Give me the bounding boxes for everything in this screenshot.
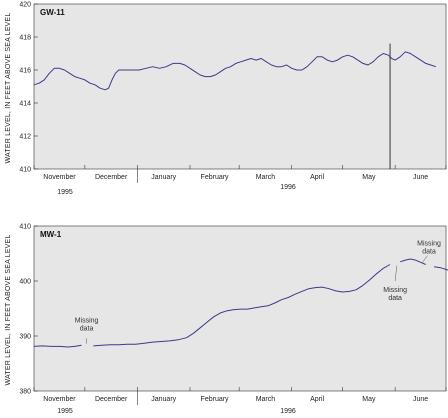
annotation-line: Missing xyxy=(417,240,441,247)
missing-data-annotation: Missing data xyxy=(383,287,407,302)
y-axis-gw11: 410 412 414 416 418 420 xyxy=(19,2,38,174)
year-label-1996-gw11: 1996 xyxy=(280,184,296,191)
x-axis-mw1: November December January February March Apri… xyxy=(33,387,447,405)
y-tick-label: 380 xyxy=(19,389,31,396)
y-axis-title-gw11: WATER LEVEL, IN FEET ABOVE SEA LEVEL xyxy=(5,12,12,163)
x-tick-label: February xyxy=(201,174,230,181)
y-tick-label: 400 xyxy=(19,279,31,286)
panel-label-mw1: MW-1 xyxy=(40,230,62,239)
x-tick-label: December xyxy=(95,174,128,181)
series-group-mw1 xyxy=(33,258,448,348)
x-tick-label: February xyxy=(201,396,230,403)
x-tick-label: March xyxy=(256,396,276,403)
x-tick-label: June xyxy=(413,396,428,403)
y-tick-label: 412 xyxy=(19,134,31,141)
chart-panel-gw11: GW-11 410 412 414 416 418 420 November Decembe… xyxy=(19,2,447,196)
y-tick-label: 390 xyxy=(19,334,31,341)
x-tick-label: May xyxy=(362,174,376,181)
annotation-leader xyxy=(394,265,398,282)
series-line xyxy=(33,344,82,348)
x-tick-label: November xyxy=(43,174,76,181)
plot-area-mw1 xyxy=(33,225,447,392)
annotation-line: Missing xyxy=(383,287,407,294)
annotation-line: data xyxy=(422,248,436,255)
series-line xyxy=(434,266,448,271)
x-tick-label: January xyxy=(151,396,176,403)
y-axis-title-mw1: WATER LEVEL, IN FEET ABOVE SEA LEVEL xyxy=(5,234,12,385)
x-tick-label: March xyxy=(256,174,276,181)
x-tick-label: April xyxy=(310,396,324,403)
x-axis-gw11: November December January February March Apri… xyxy=(33,165,447,183)
y-tick-label: 414 xyxy=(19,101,31,108)
year-label-1995-mw1: 1995 xyxy=(57,408,73,415)
series-line xyxy=(93,264,391,347)
x-tick-label: May xyxy=(362,396,376,403)
y-tick-label: 416 xyxy=(19,68,31,75)
x-tick-label: June xyxy=(413,174,428,181)
series-group-gw11 xyxy=(33,51,436,91)
year-label-1995-gw11: 1995 xyxy=(57,189,73,196)
year-label-1996-mw1: 1996 xyxy=(280,408,296,415)
chart-panel-mw1: MW-1 380 390 400 410 November December Januar… xyxy=(19,224,448,415)
annotation-line: data xyxy=(80,325,94,332)
plot-area-gw11 xyxy=(33,3,447,170)
series-line xyxy=(33,51,436,91)
y-tick-label: 410 xyxy=(19,167,31,174)
y-tick-label: 418 xyxy=(19,35,31,42)
x-tick-label: November xyxy=(43,396,76,403)
y-tick-label: 420 xyxy=(19,2,31,9)
y-tick-label: 410 xyxy=(19,224,31,231)
annotation-line: data xyxy=(388,295,402,302)
x-tick-label: January xyxy=(151,174,176,181)
x-tick-label: April xyxy=(310,174,324,181)
missing-data-annotation: Missing data xyxy=(417,240,441,255)
panel-label-gw11: GW-11 xyxy=(40,8,65,17)
series-line xyxy=(400,258,426,265)
missing-data-annotation: Missing data xyxy=(75,317,99,332)
y-axis-mw1: 380 390 400 410 xyxy=(19,224,38,396)
annotation-leader xyxy=(422,255,428,263)
x-tick-label: December xyxy=(95,396,128,403)
annotation-line: Missing xyxy=(75,317,99,324)
